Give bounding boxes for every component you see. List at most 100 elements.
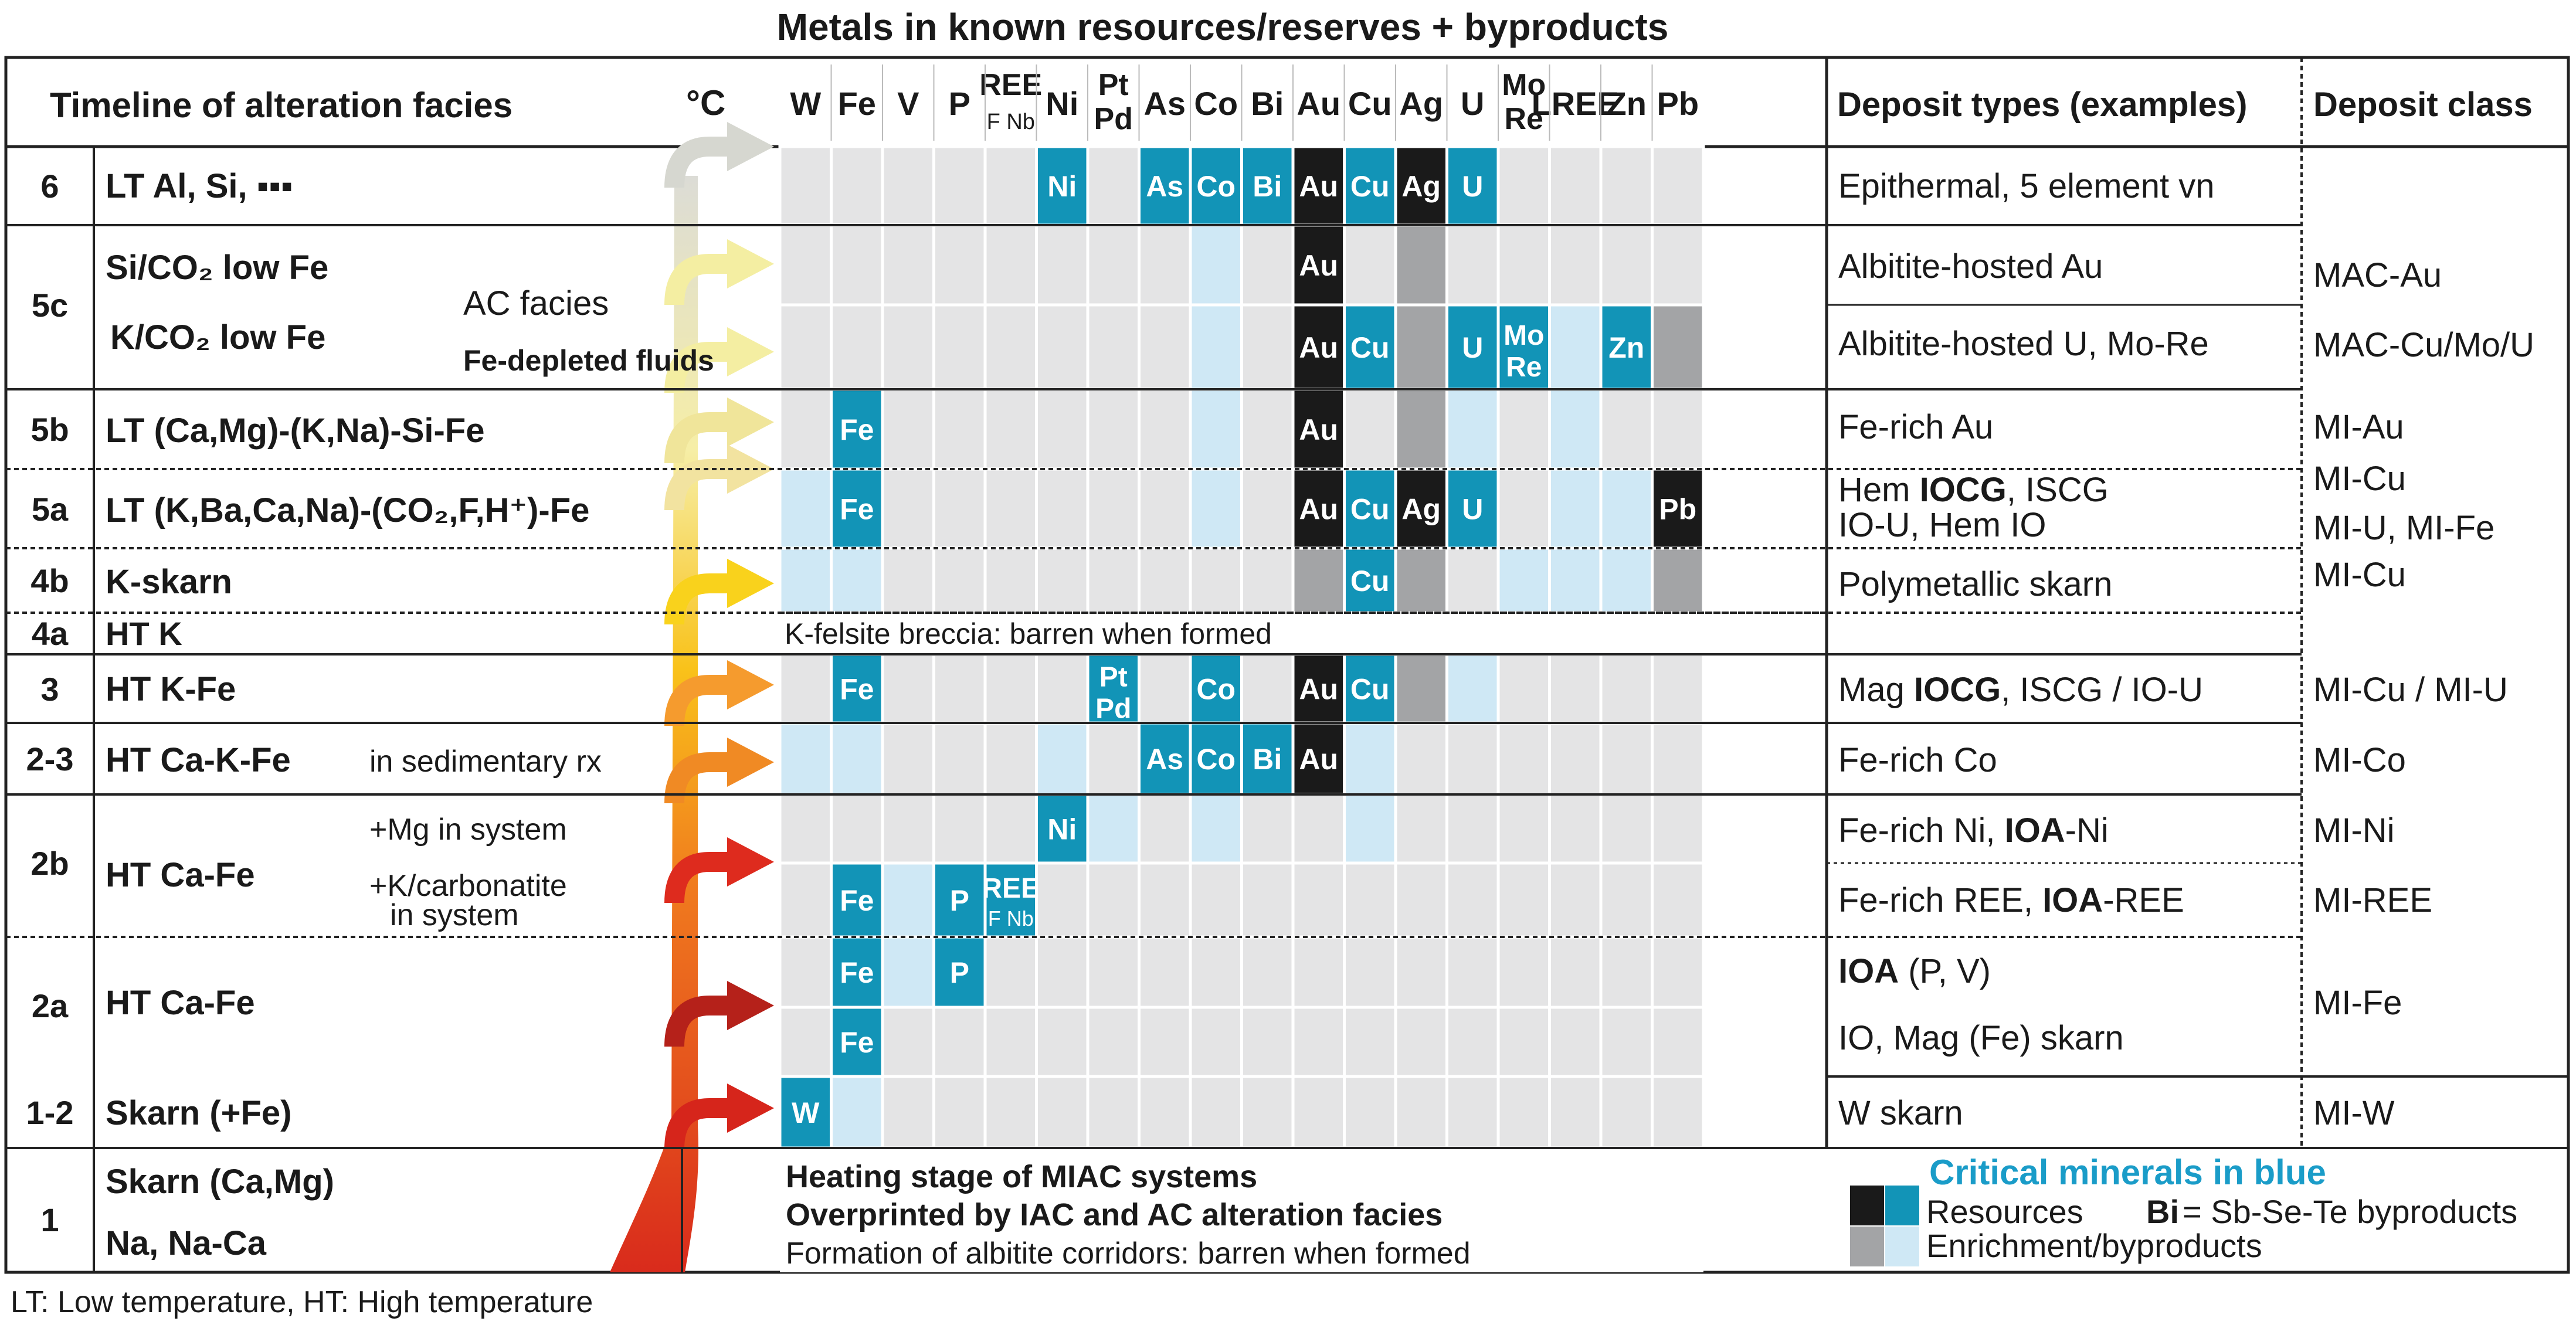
cell-r6-V xyxy=(881,145,935,227)
metal-header-Bi: Bi xyxy=(1251,85,1284,122)
cell-r5c1-Zn xyxy=(1599,223,1654,307)
cell-label-r12-W: W xyxy=(792,1096,820,1129)
deposit-class-column: MAC-Au MAC-Cu/Mo/U MI-Au MI-Cu MI-U, MI-Fe MI… xyxy=(2313,256,2534,1132)
arrow-head-10 xyxy=(727,1084,774,1133)
metal-header-Cu: Cu xyxy=(1348,85,1392,122)
metal-header-Au: Au xyxy=(1297,85,1340,122)
arrow-stem-2 xyxy=(664,342,727,393)
cell-r5c2-REE xyxy=(983,303,1038,391)
metal-header-P: P xyxy=(949,85,970,122)
cell-r5c2-As xyxy=(1138,303,1192,391)
row-dividers xyxy=(6,224,2568,1272)
cell-r5c2-V xyxy=(881,303,935,391)
stage-number-3: 3 xyxy=(40,671,59,708)
stage-number-1-2: 1-2 xyxy=(26,1094,74,1131)
cell-label-r5c2-U: U xyxy=(1462,331,1483,364)
cell-r5b-Ni xyxy=(1035,388,1090,471)
deposit-r2b1: Fe-rich Ni, IOA-Ni xyxy=(1838,811,2109,850)
cell-sublabel-r2b2-REE: F Nb xyxy=(988,906,1034,930)
deposit-r2b1-pre: Fe-rich Ni, xyxy=(1838,811,2005,850)
cell-r2b1-Pb xyxy=(1651,793,1705,865)
stage-number-5a: 5a xyxy=(32,491,69,528)
legend: Critical minerals in blue Resources Bi =… xyxy=(1850,1153,2517,1266)
cell-label-r5b-Au: Au xyxy=(1299,413,1338,446)
cell-label-r23-Bi: Bi xyxy=(1253,743,1282,776)
cell-r2a2-Ag xyxy=(1394,1006,1448,1078)
cell-r2b1-Bi xyxy=(1240,793,1295,865)
deposit-r6: Epithermal, 5 element vn xyxy=(1838,167,2215,205)
cell-label-r6-Cu: Cu xyxy=(1350,170,1390,203)
cell-label-r5a-Cu: Cu xyxy=(1350,493,1390,526)
note-ac-facies: AC facies xyxy=(463,284,609,322)
cell-r5a-PtPd xyxy=(1086,467,1141,550)
cell-r12-Ni xyxy=(1035,1075,1090,1150)
cell-r2b1-PtPd xyxy=(1086,793,1141,865)
cell-r12-P xyxy=(932,1075,987,1150)
cell-r5c2-PtPd xyxy=(1086,303,1141,391)
cell-r5c1-Bi xyxy=(1240,223,1295,307)
cell-r12-Co xyxy=(1189,1075,1243,1150)
arrow-head-6 xyxy=(727,660,774,709)
legend-bi: Bi xyxy=(2146,1193,2179,1230)
cell-label-r6-Au: Au xyxy=(1299,170,1338,203)
cell-r5a-V xyxy=(881,467,935,550)
metal-header-U: U xyxy=(1461,85,1484,122)
deposit-class-r5c1: MAC-Au xyxy=(2313,256,2442,294)
cell-r5a-MoRe xyxy=(1496,467,1551,550)
cell-r3-As xyxy=(1138,653,1192,725)
cell-r12-REE xyxy=(983,1075,1038,1150)
cell-r2a1-Ni xyxy=(1035,935,1090,1009)
cell-r5b-U xyxy=(1445,388,1500,471)
cell-r2a1-MoRe xyxy=(1496,935,1551,1009)
cell-r3-Ni xyxy=(1035,653,1090,725)
cell-r12-Bi xyxy=(1240,1075,1295,1150)
facies-1-b: Na, Na-Ca xyxy=(106,1224,267,1262)
arrow-head-9 xyxy=(727,981,774,1030)
cell-r5c1-PtPd xyxy=(1086,223,1141,307)
cell-r4b-MoRe xyxy=(1496,546,1551,614)
arrow-stem-10 xyxy=(664,1098,727,1150)
arrow-head-7 xyxy=(727,738,774,787)
cell-r3-PtPd xyxy=(1086,653,1141,725)
facies-2b: HT Ca-Fe xyxy=(106,856,255,894)
deposit-class-r5c2: MAC-Cu/Mo/U xyxy=(2313,326,2534,364)
deposit-r5a-line1-pre: Hem xyxy=(1838,471,1920,509)
cell-r5b-REE xyxy=(983,388,1038,471)
deposit-r5b: Fe-rich Au xyxy=(1838,408,1993,446)
note-4a-span: K-felsite breccia: barren when formed xyxy=(785,617,1272,650)
cell-r2a1-Au xyxy=(1291,935,1346,1009)
cell-r12-Pb xyxy=(1651,1075,1705,1150)
cell-r5a-U xyxy=(1445,467,1500,550)
facies-6: LT Al, Si, ▪▪▪ xyxy=(106,167,293,205)
deposit-class-r2a: MI-Fe xyxy=(2313,984,2402,1022)
cell-r5c1-Ag xyxy=(1394,223,1448,307)
cell-r5c1-Co xyxy=(1189,223,1243,307)
cell-label-r6-Co: Co xyxy=(1196,170,1236,203)
cell-r5a-REE xyxy=(983,467,1038,550)
facies-3: HT K-Fe xyxy=(106,670,236,708)
cell-r12-As xyxy=(1138,1075,1192,1150)
cell-r5b-As xyxy=(1138,388,1192,471)
cell-r5b-Pb xyxy=(1651,388,1705,471)
deposit-r3: Mag IOCG, ISCG / IO-U xyxy=(1838,671,2203,709)
cell-r2a1-Cu xyxy=(1343,935,1397,1009)
cell-r5c1-V xyxy=(881,223,935,307)
cell-r2b1-Zn xyxy=(1599,793,1654,865)
cell-r2a2-Bi xyxy=(1240,1006,1295,1078)
deposit-r2a1-bold: IOA xyxy=(1838,952,1899,990)
stage-number-1: 1 xyxy=(40,1201,59,1238)
temperature-arrows xyxy=(610,122,774,1272)
cell-r2a2-P xyxy=(932,1006,987,1078)
cell-r5a-Au xyxy=(1291,467,1346,550)
deposit-r23: Fe-rich Co xyxy=(1838,741,1997,779)
cell-r2b1-Co xyxy=(1189,793,1243,865)
cell-r5c1-Fe xyxy=(830,223,884,307)
cell-r2a2-As xyxy=(1138,1006,1192,1078)
cell-r5c2-Ni xyxy=(1035,303,1090,391)
deposit-r2b2-pre: Fe-rich REE, xyxy=(1838,881,2042,919)
metal-header-LREE: LREE xyxy=(1532,85,1619,122)
legend-bi-desc: = Sb-Se-Te byproducts xyxy=(2183,1193,2517,1230)
cell-r4b-REE xyxy=(983,546,1038,614)
arrow-head-5 xyxy=(727,559,774,608)
deposit-types-column: Epithermal, 5 element vn Albitite-hosted … xyxy=(1838,167,2215,1132)
